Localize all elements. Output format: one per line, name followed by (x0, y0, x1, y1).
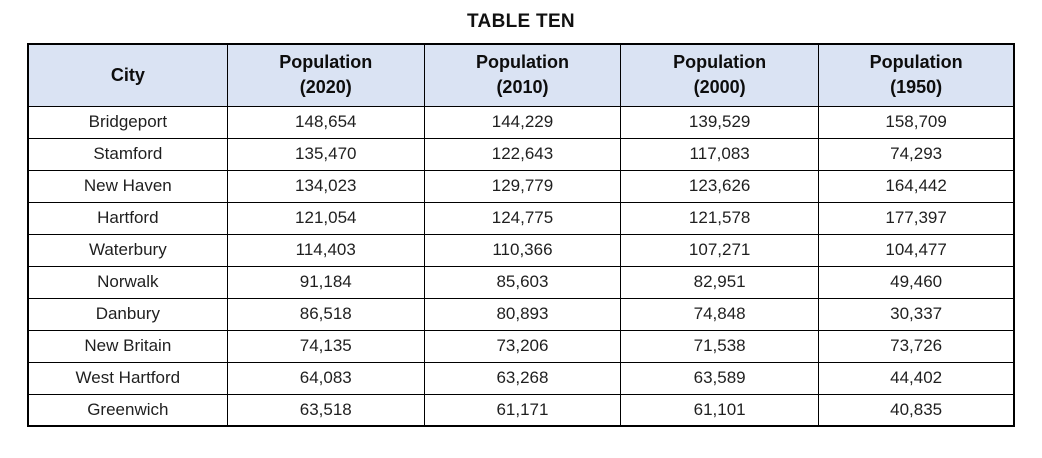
population-2010-cell: 129,779 (423, 169, 622, 203)
population-2010-cell: 61,171 (423, 393, 622, 427)
table-row: Greenwich 63,518 61,171 61,101 40,835 (27, 393, 1015, 427)
table-row: Stamford 135,470 122,643 117,083 74,293 (27, 137, 1015, 171)
table-row: New Britain 74,135 73,206 71,538 73,726 (27, 329, 1015, 363)
city-cell: New Haven (27, 169, 228, 203)
city-cell: Bridgeport (27, 105, 228, 139)
population-2020-cell: 114,403 (226, 233, 425, 267)
population-2010-cell: 122,643 (423, 137, 622, 171)
table-row: New Haven 134,023 129,779 123,626 164,44… (27, 169, 1015, 203)
population-1950-cell: 104,477 (818, 233, 1015, 267)
city-cell: New Britain (27, 329, 228, 363)
city-cell: Greenwich (27, 393, 228, 427)
population-1950-cell: 30,337 (818, 297, 1015, 331)
population-2010-cell: 85,603 (423, 265, 622, 299)
population-2010-cell: 124,775 (423, 201, 622, 235)
table-row: Danbury 86,518 80,893 74,848 30,337 (27, 297, 1015, 331)
population-1950-cell: 164,442 (818, 169, 1015, 203)
population-2020-cell: 135,470 (226, 137, 425, 171)
population-2020-cell: 91,184 (226, 265, 425, 299)
population-2000-cell: 63,589 (620, 361, 820, 395)
city-cell: West Hartford (27, 361, 228, 395)
population-2000-cell: 107,271 (620, 233, 820, 267)
column-header-population-2020: Population (2020) (226, 43, 425, 107)
table-row: Norwalk 91,184 85,603 82,951 49,460 (27, 265, 1015, 299)
population-2020-cell: 148,654 (226, 105, 425, 139)
population-1950-cell: 49,460 (818, 265, 1015, 299)
column-header-population-2010: Population (2010) (423, 43, 622, 107)
population-1950-cell: 44,402 (818, 361, 1015, 395)
population-2010-cell: 80,893 (423, 297, 622, 331)
table-row: West Hartford 64,083 63,268 63,589 44,40… (27, 361, 1015, 395)
city-cell: Norwalk (27, 265, 228, 299)
population-2020-cell: 134,023 (226, 169, 425, 203)
population-2010-cell: 144,229 (423, 105, 622, 139)
population-2000-cell: 71,538 (620, 329, 820, 363)
page-title: TABLE TEN (467, 11, 575, 32)
population-1950-cell: 40,835 (818, 393, 1015, 427)
column-header-population-1950: Population (1950) (818, 43, 1015, 107)
population-1950-cell: 74,293 (818, 137, 1015, 171)
population-1950-cell: 158,709 (818, 105, 1015, 139)
population-2020-cell: 121,054 (226, 201, 425, 235)
population-2020-cell: 86,518 (226, 297, 425, 331)
population-2000-cell: 82,951 (620, 265, 820, 299)
population-2020-cell: 63,518 (226, 393, 425, 427)
population-1950-cell: 73,726 (818, 329, 1015, 363)
population-2000-cell: 61,101 (620, 393, 820, 427)
table-row: Bridgeport 148,654 144,229 139,529 158,7… (27, 105, 1015, 139)
table-row: Hartford 121,054 124,775 121,578 177,397 (27, 201, 1015, 235)
column-header-city: City (27, 43, 228, 107)
city-cell: Hartford (27, 201, 228, 235)
population-2020-cell: 74,135 (226, 329, 425, 363)
column-header-population-2000: Population (2000) (620, 43, 820, 107)
population-2000-cell: 139,529 (620, 105, 820, 139)
population-2020-cell: 64,083 (226, 361, 425, 395)
population-2000-cell: 117,083 (620, 137, 820, 171)
table-row: Waterbury 114,403 110,366 107,271 104,47… (27, 233, 1015, 267)
header-row: City Population (2020) Population (2010)… (27, 43, 1015, 107)
population-2000-cell: 123,626 (620, 169, 820, 203)
population-2010-cell: 63,268 (423, 361, 622, 395)
population-2000-cell: 121,578 (620, 201, 820, 235)
city-cell: Danbury (27, 297, 228, 331)
city-cell: Waterbury (27, 233, 228, 267)
population-table: City Population (2020) Population (2010)… (27, 43, 1015, 427)
population-2000-cell: 74,848 (620, 297, 820, 331)
population-2010-cell: 73,206 (423, 329, 622, 363)
population-2010-cell: 110,366 (423, 233, 622, 267)
population-1950-cell: 177,397 (818, 201, 1015, 235)
city-cell: Stamford (27, 137, 228, 171)
